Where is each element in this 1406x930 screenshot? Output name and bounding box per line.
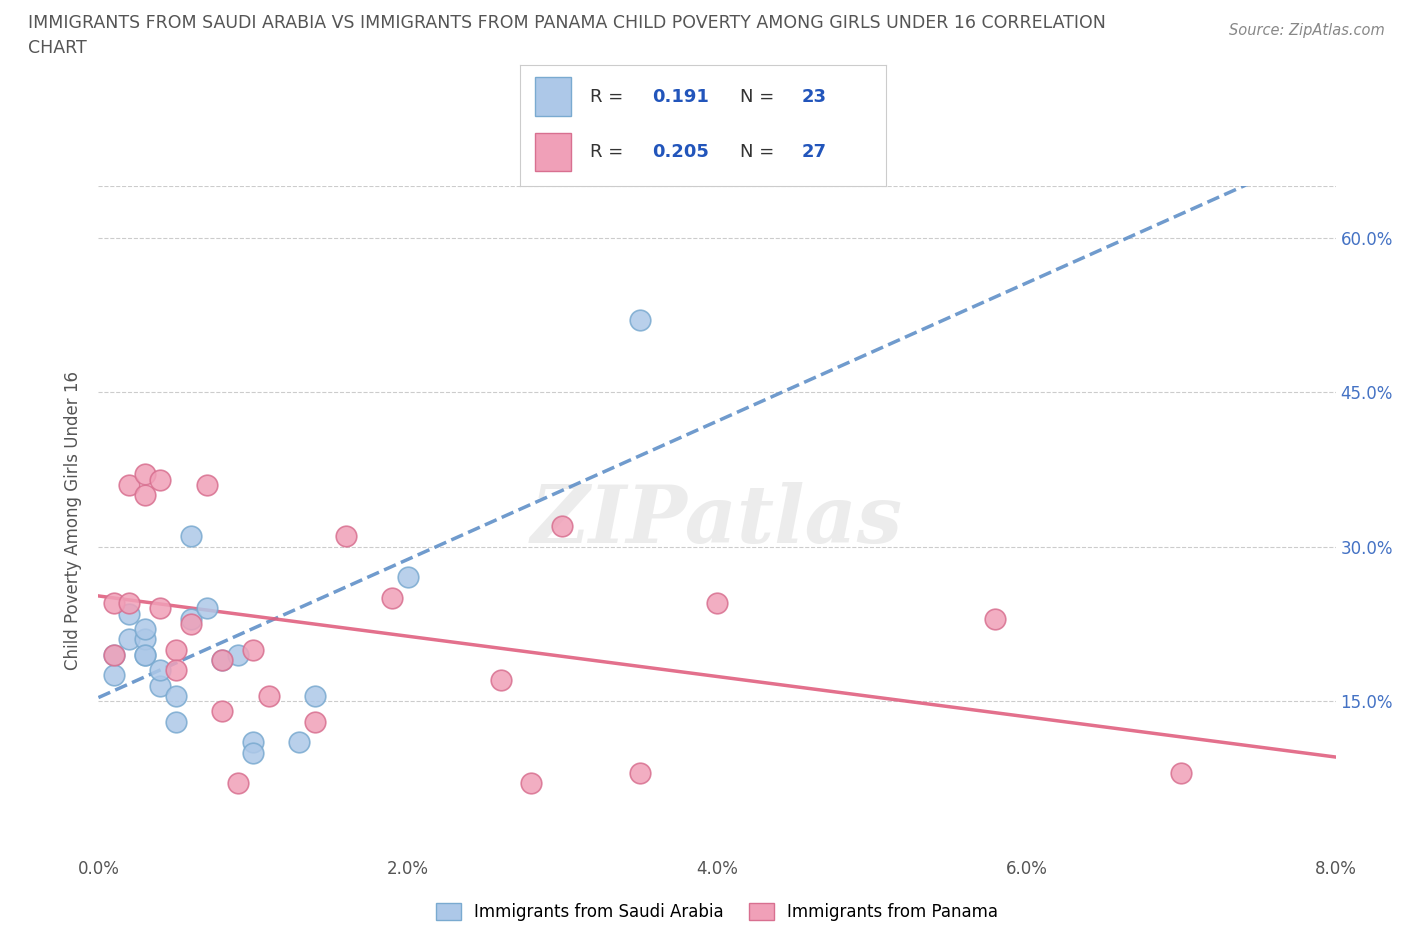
Text: CHART: CHART — [28, 39, 87, 57]
Point — [304, 714, 326, 729]
Y-axis label: Child Poverty Among Girls Under 16: Child Poverty Among Girls Under 16 — [65, 371, 83, 671]
Point — [103, 596, 125, 611]
Point — [226, 647, 249, 662]
Point — [304, 688, 326, 703]
Point — [149, 678, 172, 693]
Text: ZIPatlas: ZIPatlas — [531, 482, 903, 560]
Legend: Immigrants from Saudi Arabia, Immigrants from Panama: Immigrants from Saudi Arabia, Immigrants… — [436, 903, 998, 921]
Point — [984, 611, 1007, 626]
Point — [118, 631, 141, 646]
Text: 23: 23 — [801, 87, 827, 105]
Text: R =: R = — [589, 143, 628, 161]
Point — [211, 653, 233, 668]
Point — [134, 487, 156, 502]
Point — [165, 688, 187, 703]
Point — [396, 570, 419, 585]
Point — [520, 776, 543, 790]
Point — [134, 647, 156, 662]
Point — [211, 653, 233, 668]
Point — [118, 596, 141, 611]
Point — [103, 647, 125, 662]
Point — [242, 735, 264, 750]
Text: 27: 27 — [801, 143, 827, 161]
Point — [1170, 765, 1192, 780]
Point — [118, 477, 141, 492]
Point — [242, 745, 264, 760]
Point — [706, 596, 728, 611]
Text: 0.205: 0.205 — [652, 143, 709, 161]
Point — [103, 668, 125, 683]
Point — [180, 611, 202, 626]
Text: Source: ZipAtlas.com: Source: ZipAtlas.com — [1229, 23, 1385, 38]
Point — [134, 467, 156, 482]
Text: IMMIGRANTS FROM SAUDI ARABIA VS IMMIGRANTS FROM PANAMA CHILD POVERTY AMONG GIRLS: IMMIGRANTS FROM SAUDI ARABIA VS IMMIGRAN… — [28, 14, 1107, 32]
Point — [149, 472, 172, 487]
Text: 0.191: 0.191 — [652, 87, 709, 105]
Point — [226, 776, 249, 790]
Point — [165, 714, 187, 729]
Point — [165, 663, 187, 678]
Point — [180, 617, 202, 631]
Point — [180, 529, 202, 544]
Point — [628, 765, 651, 780]
FancyBboxPatch shape — [534, 133, 571, 171]
Point — [288, 735, 311, 750]
Point — [134, 621, 156, 636]
Point — [381, 591, 404, 605]
Point — [149, 601, 172, 616]
FancyBboxPatch shape — [534, 77, 571, 116]
Point — [134, 647, 156, 662]
Text: R =: R = — [589, 87, 628, 105]
Point — [628, 312, 651, 327]
Point — [134, 631, 156, 646]
Point — [257, 688, 280, 703]
Point — [165, 642, 187, 657]
Point — [489, 673, 512, 688]
Point — [242, 642, 264, 657]
Text: N =: N = — [740, 143, 779, 161]
Text: N =: N = — [740, 87, 779, 105]
Point — [118, 606, 141, 621]
Point — [103, 647, 125, 662]
Point — [551, 519, 574, 534]
Point — [335, 529, 357, 544]
Point — [195, 477, 218, 492]
Point — [211, 704, 233, 719]
Point — [195, 601, 218, 616]
Point — [149, 663, 172, 678]
